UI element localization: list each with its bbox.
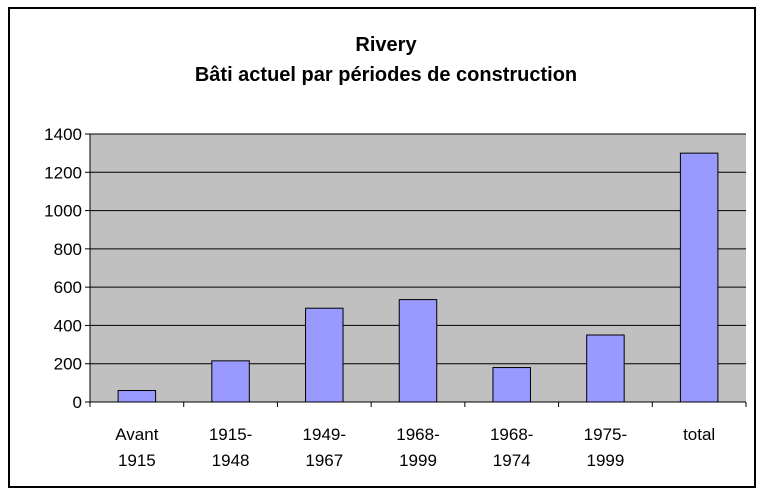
bar — [679, 152, 719, 403]
y-tick-label: 600 — [54, 278, 82, 297]
bar — [305, 307, 344, 403]
axes — [85, 134, 746, 407]
bar — [492, 367, 531, 403]
bars — [117, 152, 719, 403]
y-tick-label: 1200 — [44, 163, 82, 182]
y-tick-label: 1400 — [44, 125, 82, 144]
x-tick-label: 1975-1999 — [584, 425, 627, 470]
bar — [117, 390, 157, 403]
chart-frame: Rivery Bâti actuel par périodes de const… — [8, 7, 756, 488]
x-tick-label: 1949-1967 — [303, 425, 346, 470]
bar — [398, 299, 438, 403]
x-axis-ticks: Avant 1915 1915-1948 1949-1967 1968-1999 1968… — [89, 402, 747, 470]
y-tick-label: 0 — [73, 393, 82, 412]
bar-chart: Rivery Bâti actuel par périodes de const… — [44, 34, 747, 470]
y-tick-label: 200 — [54, 355, 82, 374]
bar — [211, 360, 250, 403]
chart-subtitle: Bâti actuel par périodes de construction — [195, 64, 577, 86]
y-tick-label: 400 — [54, 316, 82, 335]
y-tick-label: 1000 — [44, 202, 82, 221]
x-tick-label: 1968-1974 — [490, 425, 533, 470]
chart-title: Rivery — [355, 34, 417, 56]
y-axis-ticks: 0 200 400 600 800 1000 1200 1400 — [44, 125, 90, 412]
y-tick-label: 800 — [54, 240, 82, 259]
x-tick-label: Avant 1915 — [115, 425, 158, 470]
bar — [586, 334, 625, 403]
x-tick-label: total — [683, 425, 715, 444]
x-tick-label: 1968-1999 — [396, 425, 439, 470]
x-tick-label: 1915-1948 — [209, 425, 252, 470]
